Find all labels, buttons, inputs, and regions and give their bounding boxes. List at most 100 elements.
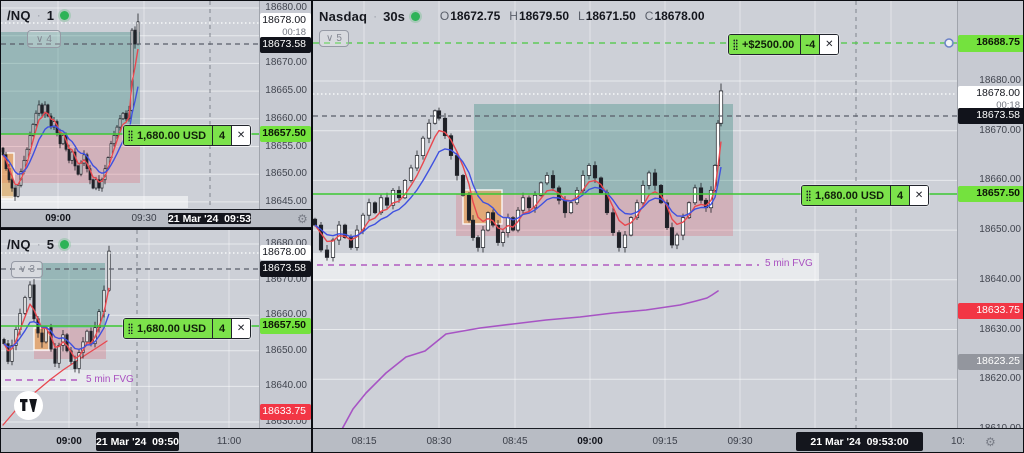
time-tick: 09:00 — [45, 212, 71, 224]
price-tick: 18660.00 — [265, 112, 307, 124]
price-axis-nq-1min[interactable]: 18680.00 18670.00 18665.00 18660.00 18655.00… — [259, 1, 312, 209]
price-label-black: 18673.58 — [958, 108, 1023, 124]
gear-icon[interactable]: ⚙ — [985, 434, 996, 449]
collapsed-drawings-button[interactable]: ∨ 4 — [27, 30, 61, 48]
price-label-black: 18673.58 — [260, 261, 311, 277]
interval-label[interactable]: 5 — [46, 236, 54, 252]
close-icon[interactable]: ✕ — [909, 186, 929, 205]
order-quantity[interactable]: 4 — [212, 319, 232, 338]
chevron-down-icon: ∨ — [36, 33, 44, 45]
price-tick: 18630.00 — [265, 416, 307, 427]
chart-header-nq-5min: /NQ · 5 — [7, 235, 69, 253]
market-status-icon[interactable] — [410, 11, 420, 21]
price-line-marker[interactable] — [944, 38, 954, 48]
time-tick: 10: — [951, 435, 965, 447]
moving-average-line — [3, 313, 110, 350]
price-label-gray[interactable]: 18623.25 — [958, 354, 1023, 370]
symbol-label[interactable]: /NQ — [7, 236, 31, 252]
close-icon[interactable]: ✕ — [231, 319, 251, 338]
price-tick: 18680.00 — [265, 2, 307, 13]
chart-canvas-nasdaq-30s[interactable] — [313, 1, 957, 428]
market-status-icon[interactable] — [59, 239, 69, 249]
order-quantity[interactable]: 4 — [890, 186, 910, 205]
price-axis-nq-5min[interactable]: 18680.00 18670.00 18660.00 18650.00 18640.00… — [259, 230, 312, 428]
order-amount: 1,680.00 USD — [137, 129, 207, 142]
price-label-green[interactable]: 18657.50 — [260, 318, 311, 334]
chevron-down-icon: ∨ — [19, 264, 27, 275]
price-label-green[interactable]: 18688.75 — [958, 35, 1023, 52]
order-badge-nasdaq-30s[interactable]: 1,680.00 USD 4 ✕ — [801, 185, 930, 206]
order-quantity[interactable]: 4 — [212, 126, 232, 145]
market-status-icon[interactable] — [59, 10, 69, 20]
collapsed-count: 3 — [29, 264, 35, 275]
close-icon[interactable]: ✕ — [231, 126, 251, 145]
price-tick: 18660.00 — [265, 309, 307, 321]
order-badge-nq-1min[interactable]: 1,680.00 USD 4 ✕ — [123, 125, 252, 146]
fvg-band[interactable] — [313, 253, 819, 281]
collapsed-drawings-button[interactable]: ∨ 5 — [319, 30, 349, 47]
separator-dot: · — [36, 237, 41, 251]
time-tick: 11:00 — [216, 435, 242, 447]
symbol-label[interactable]: Nasdaq — [319, 8, 368, 24]
chart-header-nasdaq-30s: Nasdaq · 30s O18672.75 H18679.50 L18671.… — [319, 7, 705, 25]
order-amount: 1,680.00 USD — [815, 189, 885, 202]
tradingview-logo-icon[interactable] — [14, 391, 43, 420]
time-tick: 08:30 — [426, 435, 452, 447]
ohlc-readout: O18672.75 H18679.50 L18671.50 C18678.00 — [439, 9, 705, 23]
price-tick: 18650.00 — [265, 168, 307, 180]
close-icon[interactable]: ✕ — [819, 35, 839, 54]
time-axis[interactable]: 09:00 09:30 21 Mar '24 09:53 ⚙ — [1, 209, 311, 228]
drag-handle-icon[interactable] — [128, 323, 133, 334]
panel-divider-horizontal[interactable] — [1, 228, 311, 230]
price-axis-nasdaq-30s[interactable]: 18680.00 18670.00 18660.00 18650.00 18640.00… — [957, 1, 1023, 434]
interval-label[interactable]: 30s — [383, 8, 405, 24]
price-label-green[interactable]: 18657.50 — [260, 126, 311, 142]
moving-average-line — [314, 148, 722, 238]
collapsed-count: 4 — [46, 33, 52, 45]
price-label-green[interactable]: 18657.50 — [958, 186, 1023, 202]
price-tick: 18670.00 — [265, 273, 307, 285]
drag-handle-icon[interactable] — [806, 190, 811, 201]
price-tick: 18640.00 — [265, 380, 307, 392]
price-tick: 18620.00 — [979, 373, 1021, 385]
time-axis[interactable]: 09:00 11:00 08:15 08:30 08:45 09:00 09:15 09:30… — [1, 428, 1023, 452]
drag-handle-icon[interactable] — [128, 130, 133, 141]
chevron-down-icon: ∨ — [326, 33, 334, 44]
indicator-line — [341, 290, 719, 428]
collapsed-count: 5 — [336, 33, 342, 44]
position-quantity[interactable]: -4 — [800, 35, 820, 54]
interval-label[interactable]: 1 — [46, 7, 54, 23]
date-label: 21 Mar '24 09:53:00 — [796, 432, 923, 451]
order-badge-nq-5min[interactable]: 1,680.00 USD 4 ✕ — [123, 318, 252, 339]
time-tick: 08:45 — [502, 435, 528, 447]
moving-average-line — [2, 86, 139, 175]
teal-zone — [1, 32, 140, 134]
moving-average-line — [2, 48, 139, 186]
teal-zone — [41, 263, 105, 328]
collapsed-drawings-button[interactable]: ∨ 3 — [11, 261, 43, 278]
price-tick: 18670.00 — [265, 57, 307, 69]
separator-dot: · — [373, 9, 378, 23]
date-label: 21 Mar '24 09:50 — [96, 432, 179, 451]
pnl-badge[interactable]: +$2500.00 -4 ✕ — [728, 34, 840, 55]
price-tick: 18660.00 — [979, 174, 1021, 186]
chart-canvas-nq-1min[interactable] — [1, 1, 259, 209]
fvg-band[interactable] — [1, 370, 131, 391]
fvg-band[interactable] — [1, 196, 188, 208]
drag-handle-icon[interactable] — [733, 39, 738, 50]
fvg-annotation-label: 5 min FVG — [765, 258, 813, 269]
panel-divider-vertical[interactable] — [311, 1, 313, 452]
time-tick: 08:15 — [351, 435, 377, 447]
price-label-red[interactable]: 18633.75 — [260, 404, 311, 420]
time-tick: 09:00 — [56, 435, 82, 447]
price-tick: 18680.00 — [979, 75, 1021, 86]
fvg-annotation-label: 5 min FVG — [86, 374, 134, 385]
gear-icon[interactable]: ⚙ — [297, 211, 308, 226]
teal-zone — [474, 104, 733, 194]
price-tick: 18650.00 — [979, 224, 1021, 236]
time-tick: 09:30 — [131, 212, 157, 224]
price-tick: 18630.00 — [979, 323, 1021, 335]
symbol-label[interactable]: /NQ — [7, 7, 31, 23]
price-label-red[interactable]: 18633.75 — [958, 303, 1023, 319]
